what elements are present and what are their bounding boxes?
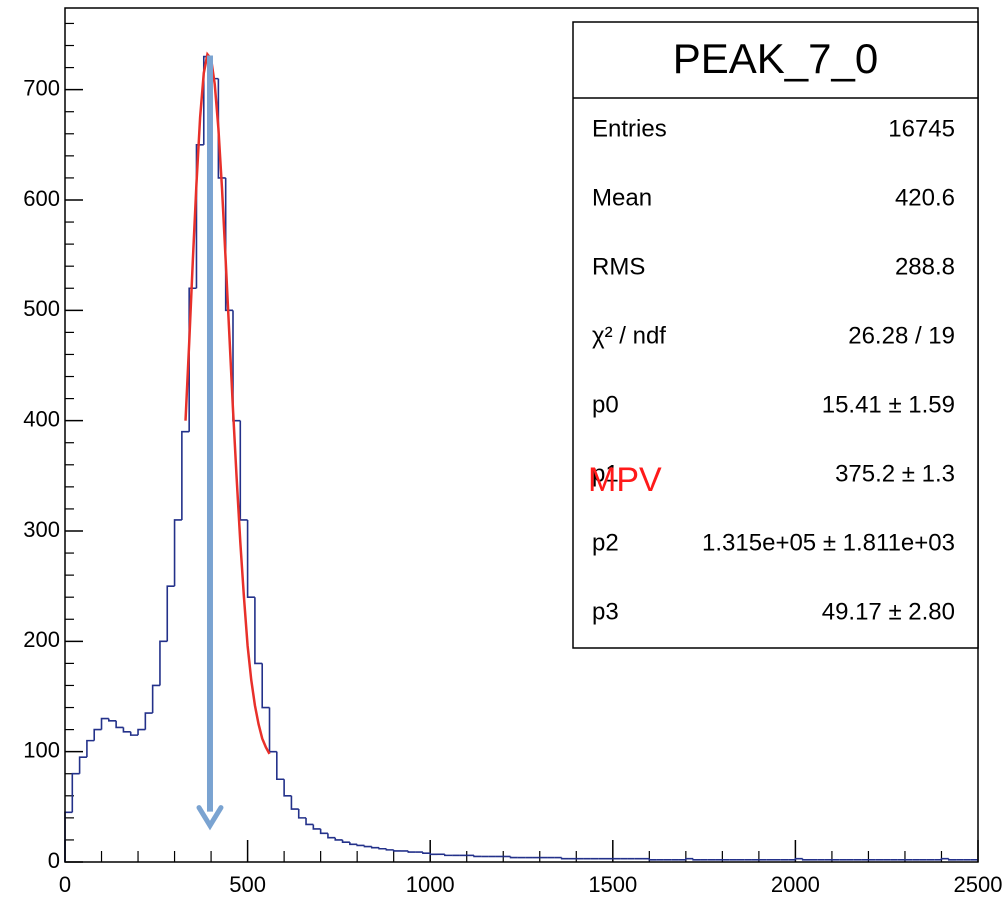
histogram-bin bbox=[370, 846, 380, 849]
stats-value: 49.17 ± 2.80 bbox=[822, 598, 955, 625]
arrow-head bbox=[196, 805, 224, 831]
stats-label: p1 bbox=[592, 460, 619, 487]
histogram-bin bbox=[940, 857, 949, 860]
y-tick-label: 100 bbox=[23, 737, 60, 762]
histogram-bin bbox=[319, 828, 328, 835]
histogram-bin bbox=[239, 420, 248, 521]
histogram-bin bbox=[195, 144, 204, 289]
stats-value: 15.41 ± 1.59 bbox=[822, 391, 955, 418]
histogram-bin bbox=[297, 809, 307, 819]
histogram-bin bbox=[305, 817, 314, 826]
histogram-bin bbox=[181, 430, 190, 520]
histogram-bin bbox=[151, 684, 160, 714]
histogram-bin bbox=[261, 663, 270, 709]
y-tick-label: 700 bbox=[23, 75, 60, 100]
histogram-bin bbox=[217, 78, 226, 179]
histogram-bin bbox=[224, 177, 233, 312]
histogram-bin bbox=[560, 857, 569, 860]
annotation: MPV bbox=[588, 461, 662, 499]
histogram-bin bbox=[801, 858, 811, 861]
histogram-bin bbox=[378, 847, 387, 850]
stats-label: p2 bbox=[592, 529, 619, 556]
histogram-bin bbox=[188, 287, 197, 432]
histogram-bin bbox=[794, 857, 803, 860]
histogram-bin bbox=[254, 597, 263, 665]
histogram-bin bbox=[115, 720, 124, 729]
x-tick-label: 0 bbox=[59, 872, 71, 897]
histogram-bin bbox=[246, 519, 255, 598]
x-tick-label: 500 bbox=[229, 872, 266, 897]
x-tick-label: 1500 bbox=[588, 872, 637, 897]
stats-label: RMS bbox=[592, 253, 645, 280]
y-tick-label: 600 bbox=[23, 186, 60, 211]
histogram-bin bbox=[78, 756, 87, 774]
y-tick-label: 500 bbox=[23, 296, 60, 321]
histogram-bin bbox=[334, 837, 343, 841]
histogram-bin bbox=[122, 727, 131, 733]
stats-label: χ² / ndf bbox=[592, 322, 666, 349]
histogram-bin bbox=[356, 844, 365, 847]
histogram-bin bbox=[509, 856, 518, 859]
stats-value: 375.2 ± 1.3 bbox=[835, 460, 955, 487]
stats-label: p0 bbox=[592, 391, 619, 418]
histogram-bin bbox=[648, 858, 657, 861]
histogram-bin bbox=[93, 728, 102, 741]
y-tick-label: 0 bbox=[48, 848, 60, 873]
histogram-bin bbox=[283, 779, 292, 797]
histogram-bin bbox=[159, 640, 168, 686]
y-tick-label: 400 bbox=[23, 406, 60, 431]
histogram-bin bbox=[327, 833, 336, 839]
stats-label: Mean bbox=[592, 184, 652, 211]
histogram-bin bbox=[108, 718, 117, 722]
histogram-bin bbox=[312, 824, 321, 830]
histogram-bin bbox=[71, 772, 80, 813]
x-tick-label: 1000 bbox=[406, 872, 455, 897]
stats-value: 1.315e+05 ± 1.811e+03 bbox=[702, 529, 955, 556]
histogram-bin bbox=[947, 858, 957, 861]
histogram-bin bbox=[341, 839, 350, 843]
histogram-bin bbox=[64, 811, 73, 862]
stats-value: 16745 bbox=[888, 115, 955, 142]
stats-label: Entries bbox=[592, 115, 667, 142]
histogram-bin bbox=[473, 855, 482, 858]
histogram-bin bbox=[166, 585, 175, 642]
histogram-bin bbox=[385, 848, 394, 851]
histogram-bin bbox=[422, 852, 431, 854]
histogram-bin bbox=[86, 739, 95, 758]
stats-value: 288.8 bbox=[895, 253, 955, 280]
histogram-bin bbox=[137, 728, 146, 736]
histogram-bin bbox=[268, 707, 277, 753]
histogram-bin bbox=[290, 795, 299, 810]
histogram-bin bbox=[276, 751, 285, 781]
histogram-bin bbox=[685, 857, 694, 860]
histogram-bin bbox=[363, 845, 372, 848]
histogram-bin bbox=[129, 731, 139, 736]
histogram-bin bbox=[444, 854, 453, 857]
x-tick-label: 2500 bbox=[954, 872, 1003, 897]
stats-label: p3 bbox=[592, 598, 619, 625]
histogram-bin bbox=[232, 310, 241, 422]
stats-value: 26.28 / 19 bbox=[848, 322, 955, 349]
histogram-bin bbox=[173, 519, 182, 587]
stats-value: 420.6 bbox=[895, 184, 955, 211]
x-tick-label: 2000 bbox=[771, 872, 820, 897]
histogram-bin bbox=[144, 712, 153, 730]
y-tick-label: 300 bbox=[23, 517, 60, 542]
stats-title: PEAK_7_0 bbox=[673, 35, 879, 82]
histogram-bin bbox=[392, 849, 401, 852]
histogram-bin bbox=[429, 853, 438, 856]
histogram-bin bbox=[692, 858, 701, 861]
y-tick-label: 200 bbox=[23, 627, 60, 652]
fit-curve bbox=[184, 51, 271, 755]
stats-box bbox=[572, 21, 979, 649]
histogram-bin bbox=[349, 842, 358, 846]
histogram-bin bbox=[100, 717, 109, 730]
histogram-bin bbox=[407, 850, 416, 853]
